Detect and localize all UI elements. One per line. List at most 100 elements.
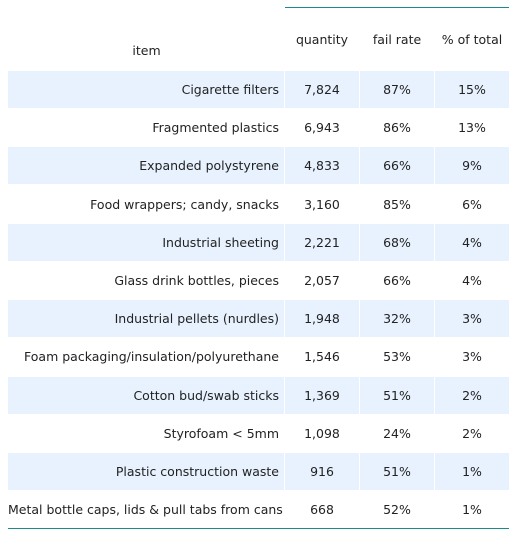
cell-fail-rate: 51%: [383, 464, 411, 479]
column-divider: [359, 376, 360, 414]
cell-percent-of-total: 4%: [462, 234, 482, 250]
cell-fail-rate: 51%: [383, 387, 411, 403]
header-quantity: quantity: [295, 32, 349, 47]
header-fail-rate: fail rate: [372, 32, 422, 47]
cell-item: Fragmented plastics: [152, 120, 279, 136]
column-divider: [284, 300, 285, 338]
column-divider: [434, 185, 435, 223]
table-row: Foam packaging/insulation/polyurethane 1,…: [8, 338, 509, 376]
column-divider: [359, 491, 360, 529]
cell-percent-of-total: 3%: [462, 349, 482, 365]
column-divider: [434, 147, 435, 185]
cell-fail-rate: 66%: [383, 158, 411, 174]
cell-fail-rate: 24%: [383, 425, 411, 441]
column-divider: [434, 414, 435, 452]
column-divider: [359, 338, 360, 376]
cell-item: Cotton bud/swab sticks: [133, 387, 279, 403]
cell-quantity: 668: [310, 502, 334, 518]
column-divider: [359, 262, 360, 299]
cell-item: Industrial pellets (nurdles): [114, 311, 279, 327]
bottom-rule: [8, 528, 509, 529]
cell-fail-rate: 53%: [383, 349, 411, 365]
column-divider: [284, 71, 285, 108]
table-row: Styrofoam < 5mm 1,098 24% 2%: [8, 414, 509, 452]
table-row: Industrial sheeting 2,221 68% 4%: [8, 223, 509, 261]
column-divider: [359, 300, 360, 338]
cell-item: Expanded polystyrene: [139, 158, 279, 174]
column-divider: [359, 109, 360, 147]
cell-quantity: 1,369: [304, 387, 340, 403]
cell-fail-rate: 87%: [383, 82, 411, 97]
column-divider: [359, 414, 360, 452]
column-divider: [434, 109, 435, 147]
column-divider: [359, 147, 360, 185]
header-item: item: [132, 43, 161, 58]
cell-quantity: 4,833: [304, 158, 340, 174]
cell-fail-rate: 86%: [383, 120, 411, 136]
column-divider: [434, 223, 435, 261]
column-divider: [434, 262, 435, 299]
column-divider: [284, 147, 285, 185]
cell-item: Foam packaging/insulation/polyurethane: [24, 349, 279, 365]
cell-quantity: 3,160: [304, 196, 340, 212]
column-divider: [284, 109, 285, 147]
column-divider: [284, 262, 285, 299]
cell-percent-of-total: 3%: [462, 311, 482, 327]
column-divider: [284, 376, 285, 414]
cell-item: Metal bottle caps, lids & pull tabs from…: [8, 502, 283, 518]
cell-quantity: 1,098: [304, 425, 340, 441]
column-divider: [434, 338, 435, 376]
column-divider: [284, 338, 285, 376]
column-divider: [434, 300, 435, 338]
cell-item: Glass drink bottles, pieces: [114, 273, 279, 288]
column-divider: [434, 453, 435, 490]
cell-quantity: 2,221: [304, 234, 340, 250]
cell-quantity: 1,546: [304, 349, 340, 365]
table-header: item quantity fail rate % of total: [8, 7, 509, 71]
column-divider: [359, 185, 360, 223]
cell-percent-of-total: 13%: [458, 120, 486, 136]
cell-percent-of-total: 1%: [462, 502, 482, 518]
cell-quantity: 916: [310, 464, 334, 479]
cell-percent-of-total: 1%: [462, 464, 482, 479]
cell-quantity: 6,943: [304, 120, 340, 136]
table-row: Food wrappers; candy, snacks 3,160 85% 6%: [8, 185, 509, 223]
cell-item: Food wrappers; candy, snacks: [90, 196, 279, 212]
data-table: item quantity fail rate % of total Cigar…: [8, 7, 509, 529]
cell-fail-rate: 32%: [383, 311, 411, 327]
cell-item: Styrofoam < 5mm: [163, 425, 279, 441]
table-row: Cotton bud/swab sticks 1,369 51% 2%: [8, 376, 509, 414]
column-divider: [359, 223, 360, 261]
cell-percent-of-total: 2%: [462, 425, 482, 441]
column-divider: [434, 491, 435, 529]
cell-quantity: 2,057: [304, 273, 340, 288]
column-divider: [284, 414, 285, 452]
cell-fail-rate: 66%: [383, 273, 411, 288]
column-divider: [434, 71, 435, 108]
cell-item: Cigarette filters: [181, 82, 279, 97]
cell-percent-of-total: 4%: [462, 273, 482, 288]
table-row: Metal bottle caps, lids & pull tabs from…: [8, 491, 509, 529]
cell-fail-rate: 85%: [383, 196, 411, 212]
cell-item: Industrial sheeting: [162, 234, 279, 250]
column-divider: [284, 491, 285, 529]
table-row: Cigarette filters 7,824 87% 15%: [8, 71, 509, 108]
cell-quantity: 7,824: [304, 82, 340, 97]
cell-quantity: 1,948: [304, 311, 340, 327]
header-percent-of-total: % of total: [441, 32, 503, 47]
cell-percent-of-total: 9%: [462, 158, 482, 174]
column-divider: [434, 376, 435, 414]
cell-percent-of-total: 15%: [458, 82, 486, 97]
cell-fail-rate: 52%: [383, 502, 411, 518]
table-row: Plastic construction waste 916 51% 1%: [8, 453, 509, 490]
column-divider: [359, 71, 360, 108]
column-divider: [284, 223, 285, 261]
table-row: Expanded polystyrene 4,833 66% 9%: [8, 147, 509, 185]
column-divider: [284, 185, 285, 223]
cell-percent-of-total: 2%: [462, 387, 482, 403]
column-divider: [359, 453, 360, 490]
column-divider: [284, 453, 285, 490]
top-rule: [285, 7, 509, 8]
cell-fail-rate: 68%: [383, 234, 411, 250]
cell-item: Plastic construction waste: [115, 464, 279, 479]
